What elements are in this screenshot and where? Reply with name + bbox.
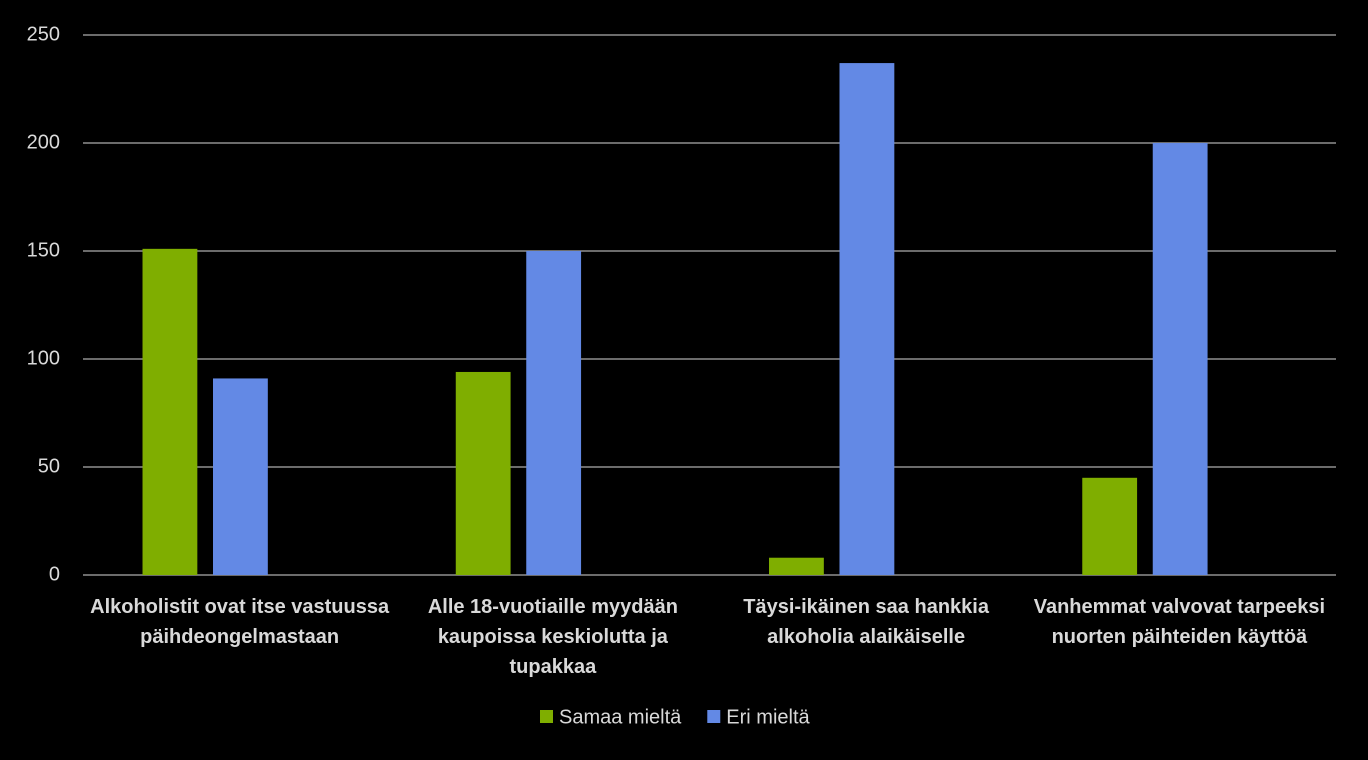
legend-swatch [540, 710, 553, 723]
bar [142, 248, 198, 575]
y-tick-label: 150 [27, 239, 60, 261]
bar [455, 371, 511, 575]
bar [526, 251, 582, 575]
x-tick-label: Alkoholistit ovat itse vastuussa päihdeo… [90, 596, 390, 648]
bar [1152, 143, 1208, 575]
bar [769, 557, 824, 575]
y-tick-label: 200 [27, 131, 60, 153]
x-tick-label: Vanhemmat valvovat tarpeeksi nuorten päi… [1033, 596, 1325, 648]
y-tick-label: 50 [38, 455, 60, 477]
legend-label: Eri mieltä [726, 706, 810, 728]
legend-swatch [707, 710, 721, 723]
y-tick-label: 100 [27, 347, 60, 369]
x-tick-label: Täysi-ikäinen saa hankkia alkoholia alai… [743, 596, 989, 648]
y-tick-label: 0 [49, 563, 60, 585]
y-tick-label: 250 [27, 23, 60, 45]
bar [212, 378, 268, 575]
legend-label: Samaa mieltä [559, 706, 682, 728]
bar [839, 63, 895, 575]
x-tick-label: Alle 18-vuotiaille myydään kaupoissa kes… [427, 596, 678, 678]
bar [1082, 477, 1138, 575]
